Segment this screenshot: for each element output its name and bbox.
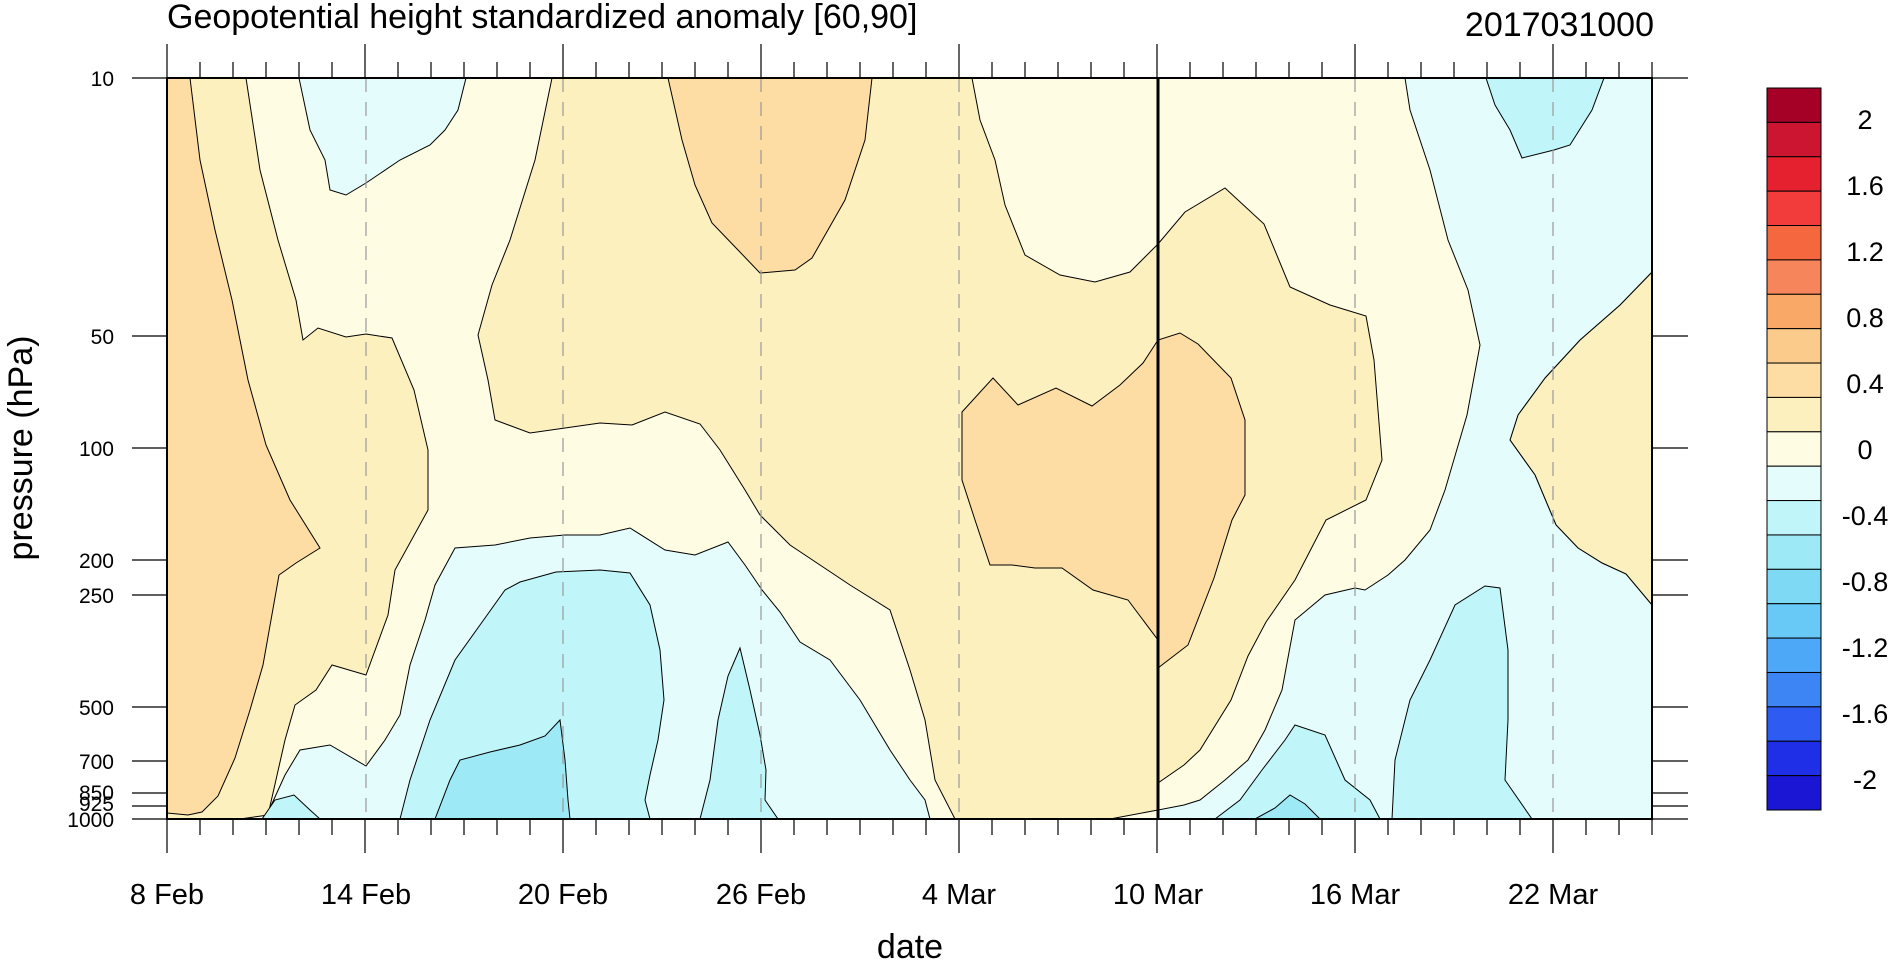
ytick-label-10: 10 <box>91 68 114 91</box>
region-pos-0.4-0.6-mid <box>961 332 1246 670</box>
colorbar-box-20 <box>1766 775 1822 811</box>
x-axis-title: date <box>877 928 943 963</box>
colorbar-label-neg-0.4: -0.4 <box>1842 501 1889 531</box>
colorbar-box-6 <box>1766 293 1822 330</box>
xtick-label-10-mar: 10 Mar <box>1113 879 1204 911</box>
colorbar-label-0: 0 <box>1857 435 1872 465</box>
colorbar-label-1.6: 1.6 <box>1846 171 1884 201</box>
colorbar-label-1.2: 1.2 <box>1846 237 1884 267</box>
xtick-label-22-mar: 22 Mar <box>1508 879 1599 911</box>
y-axis-ticks <box>132 77 1688 820</box>
colorbar-box-0 <box>1766 87 1822 123</box>
colorbar-label-neg-0.8: -0.8 <box>1842 567 1889 597</box>
xtick-label-20-feb: 20 Feb <box>518 879 608 911</box>
y-tick-labels: 10 50 100 200 250 500 700 850 925 1000 <box>67 68 114 832</box>
chart-title: Geopotential height standardized anomaly… <box>167 0 917 36</box>
colorbar-box-12 <box>1766 500 1822 536</box>
xtick-label-4-mar: 4 Mar <box>922 879 996 911</box>
ytick-label-200: 200 <box>79 550 114 573</box>
region-neg-0.4-0.6-a <box>434 718 571 819</box>
date-stamp: 2017031000 <box>1465 6 1654 44</box>
colorbar-box-5 <box>1766 259 1822 295</box>
colorbar-box-2 <box>1766 156 1822 192</box>
xtick-label-8-feb: 8 Feb <box>130 879 204 911</box>
colorbar-box-16 <box>1766 637 1822 673</box>
ytick-label-850: 850 <box>79 782 114 805</box>
ytick-label-100: 100 <box>79 438 114 461</box>
colorbar-box-3 <box>1766 190 1822 227</box>
date-gridlines <box>365 78 1554 819</box>
colorbar-label-neg-1.6: -1.6 <box>1842 699 1889 729</box>
colorbar-box-9 <box>1766 396 1822 433</box>
colorbar-label-0.8: 0.8 <box>1846 303 1884 333</box>
y-axis-title: pressure (hPa) <box>2 336 40 561</box>
colorbar-box-13 <box>1766 534 1822 570</box>
region-neg-0.2-0.4-c <box>699 646 779 819</box>
colorbar-labels: 2 1.6 1.2 0.8 0.4 0 -0.4 -0.8 -1.2 -1.6 … <box>1842 105 1889 795</box>
xtick-label-14-feb: 14 Feb <box>321 879 411 911</box>
x-tick-labels: 8 Feb 14 Feb 20 Feb 26 Feb 4 Mar 10 Mar … <box>130 879 1599 911</box>
colorbar-box-8 <box>1766 362 1822 398</box>
ytick-label-250: 250 <box>79 585 114 608</box>
contour-fill-layer <box>167 78 1652 819</box>
region-neg-0.2-0.4-a <box>261 794 321 819</box>
region-neg-0.2-0.4-top <box>1485 78 1605 159</box>
ytick-label-1000: 1000 <box>67 809 114 832</box>
colorbar-label-neg-2: -2 <box>1853 765 1877 795</box>
colorbar <box>1766 87 1822 811</box>
region-neg-0.2-0.4-b <box>399 569 665 819</box>
region-neg-0.4-0.6-b <box>1254 794 1321 819</box>
colorbar-box-4 <box>1766 225 1822 261</box>
region-pos-0.4-0.6-top <box>667 78 873 274</box>
colorbar-box-1 <box>1766 121 1822 158</box>
x-axis-ticks <box>166 44 1653 853</box>
colorbar-label-2: 2 <box>1857 105 1872 135</box>
region-neg-0.2-0.4-d <box>1214 724 1381 819</box>
xtick-label-16-mar: 16 Mar <box>1310 879 1401 911</box>
ytick-label-925: 925 <box>79 793 114 816</box>
colorbar-label-0.4: 0.4 <box>1846 369 1884 399</box>
colorbar-label-neg-1.2: -1.2 <box>1842 633 1889 663</box>
xtick-label-26-feb: 26 Feb <box>716 879 806 911</box>
colorbar-box-18 <box>1766 706 1822 742</box>
colorbar-box-15 <box>1766 603 1822 639</box>
colorbar-box-7 <box>1766 328 1822 364</box>
colorbar-box-14 <box>1766 568 1822 605</box>
colorbar-box-19 <box>1766 740 1822 777</box>
ytick-label-50: 50 <box>91 326 114 349</box>
region-neg-0-0.2-top <box>298 78 467 196</box>
colorbar-box-10 <box>1766 431 1822 467</box>
region-neg-0-0.2-east <box>1157 78 1652 819</box>
ytick-label-500: 500 <box>79 697 114 720</box>
region-pos-0.4-0.6-west <box>167 78 321 816</box>
colorbar-box-11 <box>1766 465 1822 502</box>
ytick-label-700: 700 <box>79 751 114 774</box>
colorbar-box-17 <box>1766 671 1822 708</box>
region-neg-0.2-0.4-e <box>1391 585 1533 819</box>
